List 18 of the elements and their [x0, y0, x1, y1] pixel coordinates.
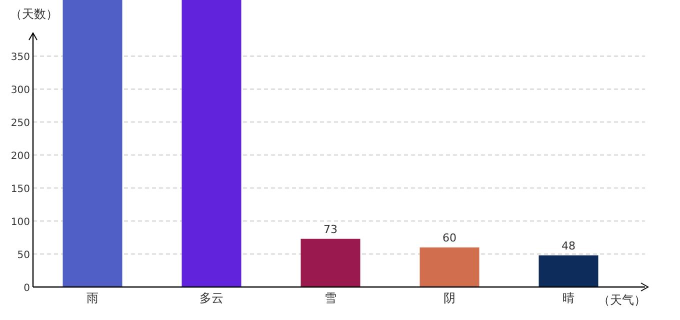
data-label: 60 [442, 231, 456, 244]
y-tick-label: 100 [10, 217, 30, 228]
x-tick-label: 雨 [86, 291, 98, 305]
y-tick-label: 150 [10, 184, 30, 196]
y-tick-label: 250 [10, 118, 30, 130]
x-tick-label: 雪 [324, 291, 336, 305]
x-tick-label: 阴 [444, 291, 456, 305]
x-tick-label: 晴 [562, 291, 574, 305]
y-tick-label: 50 [17, 250, 30, 262]
data-label: 73 [324, 222, 338, 236]
x-tick-label: 多云 [200, 291, 224, 305]
y-tick-label: 300 [10, 85, 30, 96]
y-tick-label: 0 [24, 283, 30, 294]
x-axis-title: （天气） [598, 293, 646, 307]
data-label: 48 [562, 239, 576, 252]
y-axis-title: （天数） [10, 7, 58, 21]
y-tick-label: 350 [10, 52, 30, 64]
y-tick-label: 200 [10, 151, 30, 162]
